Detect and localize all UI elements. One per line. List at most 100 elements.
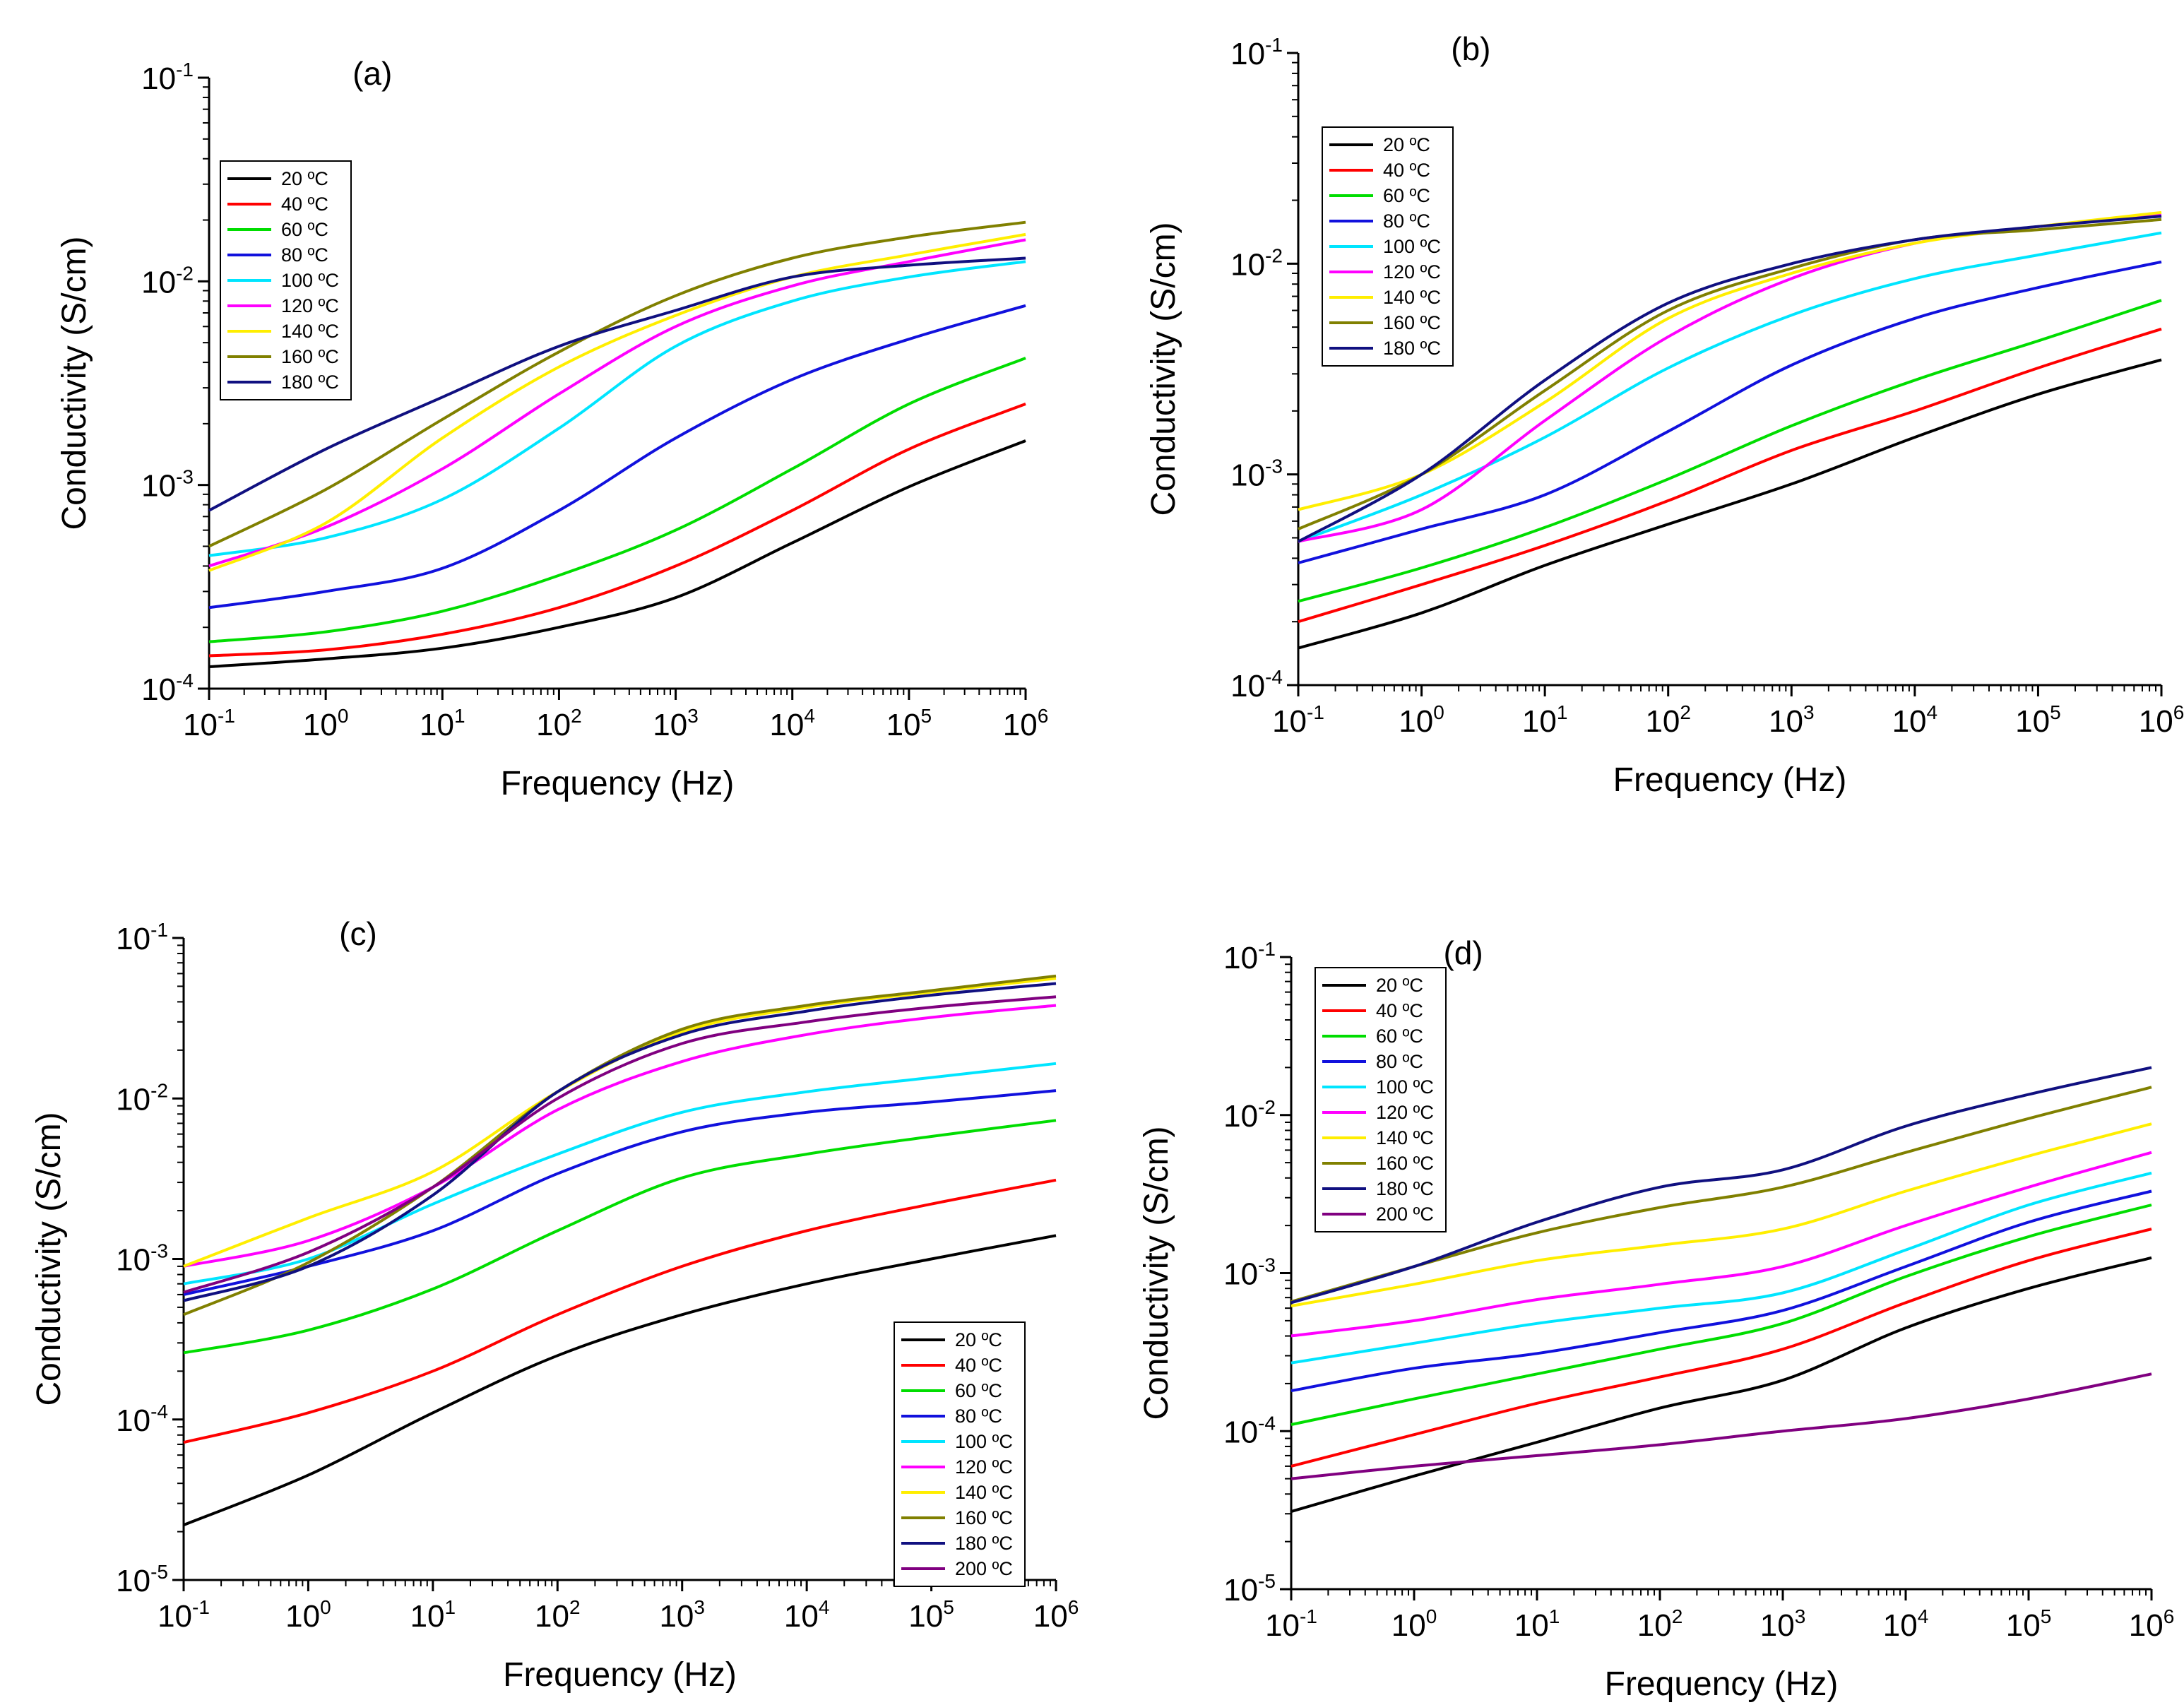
panel-label: (c) <box>339 915 377 952</box>
x-tick-label: 105 <box>2006 1605 2052 1643</box>
y-tick-label: 10-3 <box>1223 1254 1276 1292</box>
series-lines <box>1298 210 2162 650</box>
series-line <box>208 220 1026 548</box>
y-tick-label: 10-2 <box>116 1079 168 1117</box>
series-line <box>208 304 1026 610</box>
series-line <box>208 439 1026 669</box>
legend-label: 20 ºC <box>281 168 328 189</box>
series-line <box>183 977 1057 1268</box>
x-axis-title: Frequency (Hz) <box>1613 761 1847 799</box>
legend: 20 ºC 40 ºC 60 ºC 80 ºC 100 ºC 120 ºC 140 ºC 16… <box>220 160 352 400</box>
x-tick-label: 103 <box>1760 1605 1806 1643</box>
series-line <box>183 995 1057 1294</box>
x-axis-title: Frequency (Hz) <box>501 765 735 802</box>
series-lines <box>208 220 1026 669</box>
series-line <box>1290 1122 2152 1307</box>
series-line <box>1298 231 2162 543</box>
legend-label: 140 ºC <box>1383 287 1441 308</box>
legend-label: 180 ºC <box>955 1533 1013 1554</box>
x-tick-label: 100 <box>1399 701 1444 739</box>
legend-label: 140 ºC <box>1376 1127 1434 1148</box>
legend: 20 ºC 40 ºC 60 ºC 80 ºC 100 ºC 120 ºC 140 ºC 16… <box>1322 126 1454 367</box>
panel-label: (a) <box>352 55 392 92</box>
x-tick-label: 103 <box>659 1596 705 1634</box>
series-line <box>208 357 1026 643</box>
y-tick-label: 10-4 <box>1230 666 1283 703</box>
series-line <box>183 974 1057 1317</box>
y-tick-label: 10-2 <box>141 262 194 299</box>
series-line <box>1290 1256 2152 1514</box>
x-tick-label: 104 <box>769 705 815 742</box>
y-tick-label: 10-4 <box>116 1401 168 1438</box>
series-line <box>1298 260 2162 564</box>
y-tick-label: 10-5 <box>1223 1570 1276 1608</box>
legend-label: 180 ºC <box>1383 338 1441 359</box>
legend-label: 40 ºC <box>955 1355 1002 1376</box>
x-tick-label: 106 <box>2139 701 2184 739</box>
y-axis-title: Conductivity (S/cm) <box>30 1112 68 1406</box>
legend-label: 180 ºC <box>281 372 339 393</box>
series-line <box>183 1089 1057 1296</box>
legend-label: 160 ºC <box>1376 1153 1434 1174</box>
legend-label: 80 ºC <box>1383 210 1430 232</box>
x-tick-label: 106 <box>2129 1605 2175 1643</box>
legend-label: 180 ºC <box>1376 1178 1434 1199</box>
x-tick-label: 105 <box>886 705 932 742</box>
y-tick-label: 10-2 <box>1223 1096 1276 1134</box>
y-tick-label: 10-5 <box>116 1561 168 1598</box>
legend-label: 160 ºC <box>955 1507 1013 1528</box>
legend-label: 160 ºC <box>281 346 339 367</box>
series-line <box>1290 1204 2152 1426</box>
legend-label: 140 ºC <box>955 1482 1013 1503</box>
legend-label: 20 ºC <box>1376 975 1423 996</box>
series-line <box>1290 1151 2152 1338</box>
y-tick-label: 10-1 <box>1230 34 1283 71</box>
y-tick-label: 10-3 <box>116 1240 168 1278</box>
x-tick-label: 103 <box>653 705 699 742</box>
legend-label: 60 ºC <box>1383 185 1430 206</box>
x-tick-label: 101 <box>1514 1605 1560 1643</box>
legend-label: 120 ºC <box>955 1456 1013 1478</box>
x-tick-label: 102 <box>535 1596 581 1634</box>
x-tick-label: 102 <box>536 705 582 742</box>
y-tick-label: 10-1 <box>116 919 168 956</box>
x-tick-label: 100 <box>285 1596 331 1634</box>
series-line <box>1290 1171 2152 1365</box>
series-line <box>1298 299 2162 603</box>
series-line <box>183 1119 1057 1355</box>
legend-label: 60 ºC <box>281 219 328 240</box>
x-tick-label: 105 <box>2015 701 2061 739</box>
y-tick-label: 10-1 <box>1223 938 1276 975</box>
series-line <box>183 1178 1057 1444</box>
x-tick-label: 100 <box>303 705 349 742</box>
legend-label: 100 ºC <box>1376 1076 1434 1098</box>
legend-label: 120 ºC <box>1383 261 1441 283</box>
legend-label: 80 ºC <box>281 244 328 266</box>
series-line <box>1290 1228 2152 1468</box>
legend-label: 40 ºC <box>1376 1000 1423 1021</box>
series-line <box>1290 1372 2152 1480</box>
series-line <box>208 256 1026 512</box>
y-tick-label: 10-4 <box>1223 1412 1276 1449</box>
x-tick-label: 10-1 <box>158 1596 210 1634</box>
series-line <box>183 1234 1057 1527</box>
legend-label: 20 ºC <box>955 1329 1002 1350</box>
legend-label: 100 ºC <box>281 270 339 291</box>
x-axis-title: Frequency (Hz) <box>503 1656 737 1694</box>
legend-label: 60 ºC <box>955 1380 1002 1401</box>
x-tick-label: 100 <box>1391 1605 1437 1643</box>
legend-label: 100 ºC <box>955 1431 1013 1452</box>
x-tick-label: 101 <box>420 705 465 742</box>
x-tick-label: 10-1 <box>1265 1605 1317 1643</box>
x-tick-label: 104 <box>1883 1605 1929 1643</box>
series-lines <box>183 974 1057 1527</box>
legend-label: 100 ºC <box>1383 236 1441 257</box>
x-tick-label: 102 <box>1637 1605 1683 1643</box>
x-tick-label: 104 <box>1892 701 1938 739</box>
legend-label: 40 ºC <box>281 194 328 215</box>
series-line <box>1298 327 2162 624</box>
x-tick-label: 103 <box>1769 701 1815 739</box>
series-line <box>208 232 1026 572</box>
series-line <box>1290 1066 2152 1305</box>
